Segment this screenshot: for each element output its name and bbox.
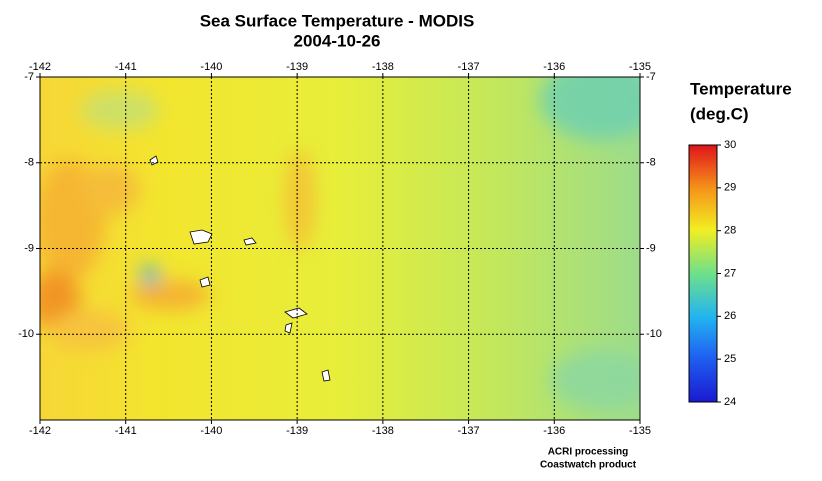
colorbar-tick-label: 30 (724, 139, 736, 151)
map-date: 2004-10-26 (294, 31, 381, 50)
lat-tick-label: -10 (646, 328, 662, 340)
lat-tick-label: -9 (24, 242, 34, 254)
colorbar-tick-label: 25 (724, 353, 736, 365)
lon-tick-label: -137 (458, 425, 480, 437)
colorbar-tick-label: 26 (724, 310, 736, 322)
lon-tick-label: -138 (372, 425, 394, 437)
lon-tick-label: -135 (629, 425, 651, 437)
lon-tick-label: -137 (458, 61, 480, 73)
lat-tick-label: -7 (24, 71, 34, 83)
lat-tick-label: -9 (646, 242, 656, 254)
lon-tick-label: -136 (543, 61, 565, 73)
lon-tick-label: -140 (200, 425, 222, 437)
colorbar-tick-label: 27 (724, 267, 736, 279)
credit: Coastwatch product (540, 460, 637, 471)
lon-tick-label: -135 (629, 61, 651, 73)
lon-tick-label: -142 (29, 425, 51, 437)
colorbar-title: (deg.C) (690, 104, 749, 123)
map-title: Sea Surface Temperature - MODIS (200, 11, 475, 30)
lat-tick-label: -8 (24, 157, 34, 169)
lon-tick-label: -139 (286, 425, 308, 437)
lon-tick-label: -141 (115, 425, 137, 437)
colorbar (688, 144, 718, 403)
colorbar-tick-label: 29 (724, 182, 736, 194)
lon-tick-label: -142 (29, 61, 51, 73)
lon-tick-label: -138 (372, 61, 394, 73)
sst-field (40, 77, 640, 420)
lon-tick-label: -141 (115, 61, 137, 73)
lon-tick-label: -139 (286, 61, 308, 73)
map-frame (39, 76, 641, 421)
lat-tick-label: -7 (646, 71, 656, 83)
lon-tick-label: -140 (200, 61, 222, 73)
colorbar-tick-label: 24 (724, 396, 736, 408)
lon-tick-label: -136 (543, 425, 565, 437)
lat-tick-label: -10 (18, 328, 34, 340)
colorbar-title: Temperature (690, 79, 792, 98)
colorbar-tick-label: 28 (724, 225, 736, 237)
credit: ACRI processing (548, 447, 629, 458)
lat-tick-label: -8 (646, 157, 656, 169)
